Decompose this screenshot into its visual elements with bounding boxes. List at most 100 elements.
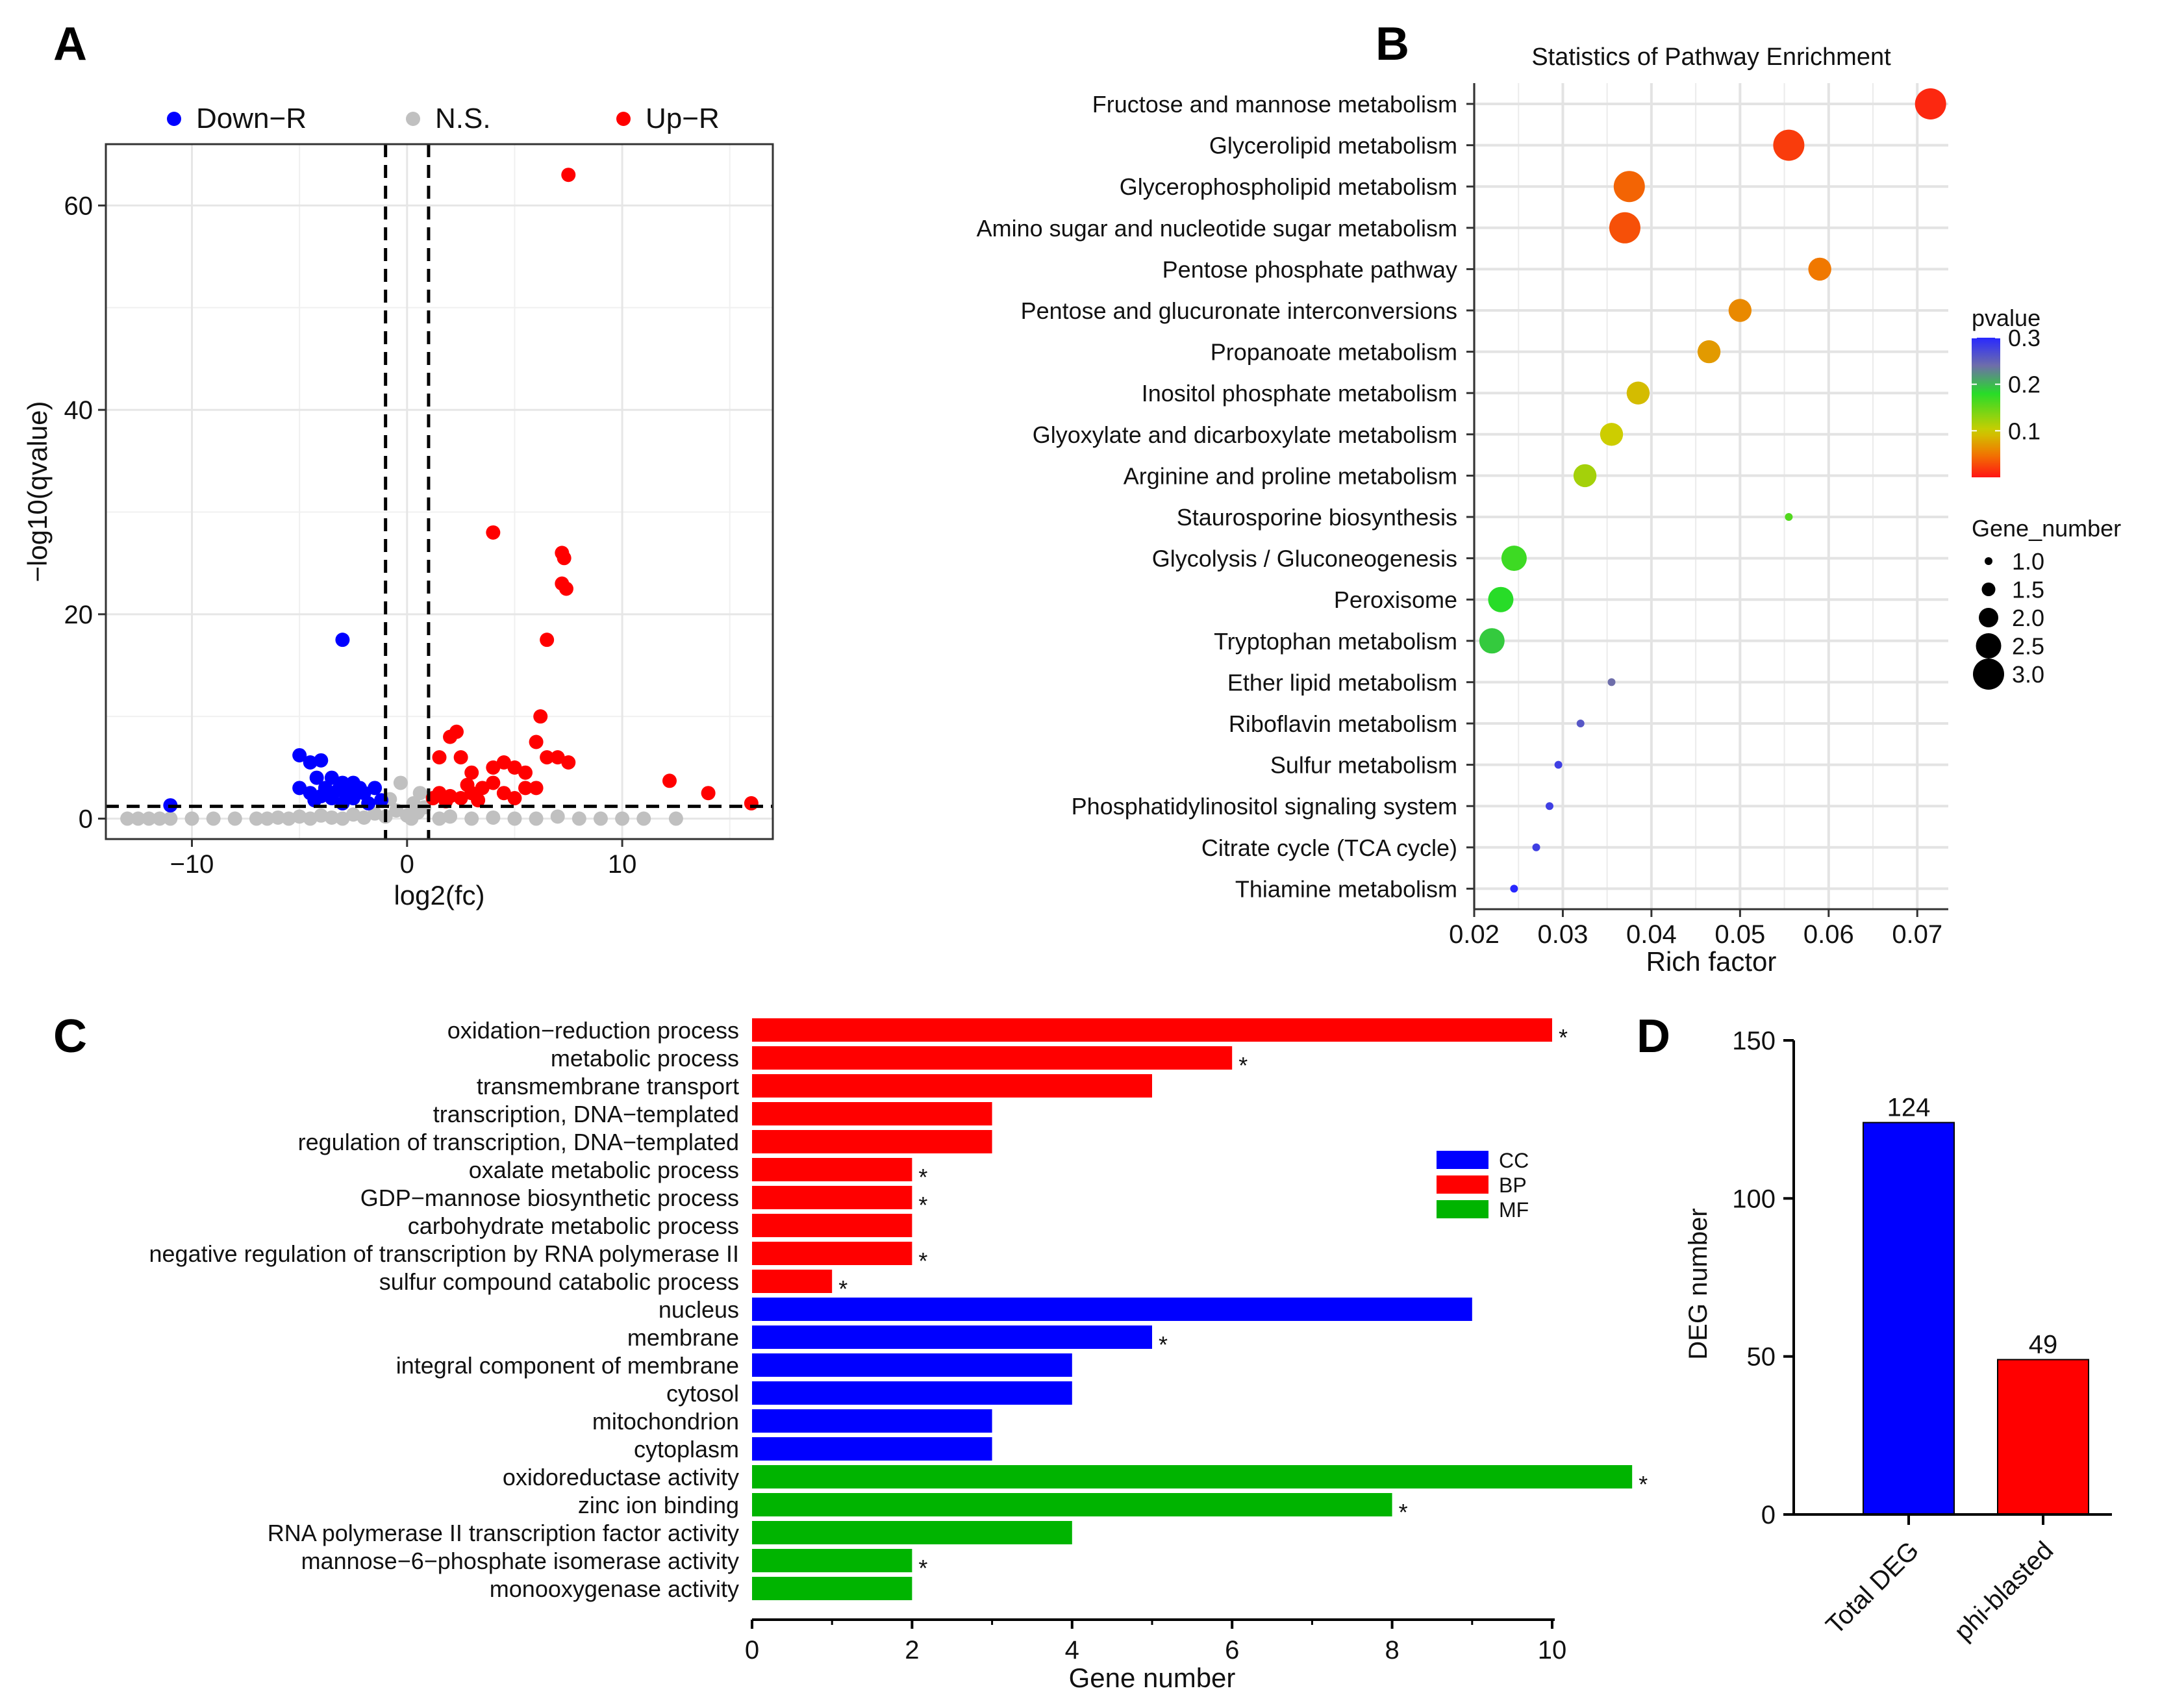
data-point — [227, 811, 242, 826]
data-point — [303, 811, 318, 826]
data-point — [615, 811, 630, 826]
data-point — [453, 791, 468, 806]
bar — [752, 1521, 1072, 1544]
plot-area — [1474, 83, 1948, 909]
x-axis-label: Rich factor — [1646, 946, 1777, 977]
category-label: Amino sugar and nucleotide sugar metabol… — [977, 215, 1457, 242]
category-label: oxidoreductase activity — [503, 1464, 739, 1490]
pathway-point — [1773, 129, 1805, 161]
bar — [1997, 1359, 2089, 1516]
data-point — [152, 811, 167, 826]
data-point — [593, 811, 608, 826]
bar — [752, 1353, 1072, 1377]
data-point — [318, 781, 333, 796]
category-label: Citrate cycle (TCA cycle) — [1201, 835, 1457, 861]
category-label: oxalate metabolic process — [469, 1157, 739, 1183]
category-label: GDP−mannose biosynthetic process — [360, 1185, 739, 1211]
category-label: zinc ion binding — [578, 1492, 739, 1518]
data-point — [324, 810, 339, 825]
size-legend-marker — [1985, 557, 1992, 565]
significance-star: * — [1159, 1331, 1168, 1358]
category-label: Pentose phosphate pathway — [1162, 256, 1457, 283]
color-legend-label: 0.1 — [2008, 418, 2041, 444]
pathway-point — [1915, 88, 1946, 119]
x-tick-label: 0.07 — [1892, 920, 1942, 949]
category-label: carbohydrate metabolic process — [408, 1212, 739, 1239]
x-tick-label: 0.02 — [1449, 920, 1500, 949]
size-legend-marker — [1981, 583, 1996, 596]
category-label: membrane — [627, 1324, 739, 1351]
category-label: Staurosporine biosynthesis — [1177, 504, 1457, 531]
category-label: integral component of membrane — [396, 1352, 739, 1379]
x-tick-label: 10 — [608, 850, 637, 879]
bar — [752, 1409, 992, 1433]
data-point — [507, 791, 522, 806]
category-label: mitochondrion — [592, 1408, 739, 1435]
y-tick-label: 0 — [79, 805, 93, 834]
category-label: Tryptophan metabolism — [1214, 628, 1457, 655]
data-point — [701, 786, 716, 801]
data-point — [393, 775, 408, 790]
bar — [752, 1493, 1392, 1516]
significance-star: * — [918, 1555, 927, 1581]
size-legend-label: 2.5 — [2012, 633, 2044, 660]
data-point — [314, 808, 329, 823]
category-label: regulation of transcription, DNA−templat… — [298, 1129, 739, 1155]
legend-swatch — [1437, 1200, 1488, 1218]
legend-marker — [616, 112, 631, 126]
bar-value-label: 124 — [1887, 1094, 1931, 1122]
category-label: Sulfur metabolism — [1270, 752, 1457, 779]
legend-label: Down−R — [196, 103, 307, 134]
panel-b-letter: B — [1375, 18, 1409, 70]
data-point — [540, 633, 555, 647]
category-label: Phosphatidylinositol signaling system — [1072, 793, 1457, 820]
data-point — [361, 796, 376, 810]
bar — [752, 1018, 1552, 1042]
category-label: nucleus — [659, 1296, 739, 1323]
data-point — [486, 760, 501, 775]
category-label: Fructose and mannose metabolism — [1092, 91, 1457, 118]
data-point — [184, 811, 199, 826]
bar — [752, 1130, 992, 1153]
data-point — [518, 781, 533, 796]
category-label: Glycerolipid metabolism — [1209, 132, 1457, 159]
data-point — [432, 750, 447, 765]
pathway-point — [1479, 628, 1505, 654]
bar — [752, 1381, 1072, 1405]
data-point — [314, 753, 329, 768]
category-label: negative regulation of transcription by … — [149, 1240, 739, 1267]
legend-label: MF — [1499, 1198, 1529, 1222]
data-point — [368, 781, 383, 796]
size-legend-label: 3.0 — [2012, 661, 2044, 688]
chart-title: Statistics of Pathway Enrichment — [1531, 44, 1891, 71]
data-point — [496, 755, 511, 770]
x-tick-label: 2 — [905, 1636, 919, 1664]
category-label: Glycolysis / Gluconeogenesis — [1152, 546, 1457, 572]
y-axis-label: −log10(qvalue) — [22, 401, 53, 582]
data-point — [464, 765, 479, 780]
data-point — [557, 551, 571, 566]
y-tick-label: 0 — [1761, 1501, 1776, 1529]
category-label: Pentose and glucuronate interconversions — [1021, 297, 1457, 324]
category-label: metabolic process — [551, 1045, 739, 1072]
x-tick-label: 0.06 — [1803, 920, 1854, 949]
category-label: cytoplasm — [634, 1436, 739, 1463]
pathway-point — [1785, 513, 1793, 521]
x-tick-label: 0 — [745, 1636, 759, 1664]
category-label: oxidation−reduction process — [447, 1017, 739, 1044]
category-label: transmembrane transport — [477, 1073, 739, 1099]
data-point — [260, 811, 275, 826]
data-point — [131, 811, 145, 826]
go-annotation-bar-chart: oxidation−reduction process * metabolic pr… — [149, 1017, 1648, 1693]
data-point — [486, 810, 501, 825]
size-legend-label: 1.0 — [2012, 548, 2044, 575]
data-point — [571, 811, 586, 826]
data-point — [412, 786, 427, 801]
data-point — [636, 811, 651, 826]
data-point — [432, 811, 447, 826]
deg-number-bar-chart: 124 Total DEG 49 phi-blasted 0 50 100 150 DEG nu… — [1684, 1027, 2112, 1646]
x-tick-label: 0.05 — [1714, 920, 1765, 949]
bar — [752, 1214, 912, 1237]
pathway-enrichment-plot: Statistics of Pathway Enrichment Fructose… — [977, 44, 2122, 977]
